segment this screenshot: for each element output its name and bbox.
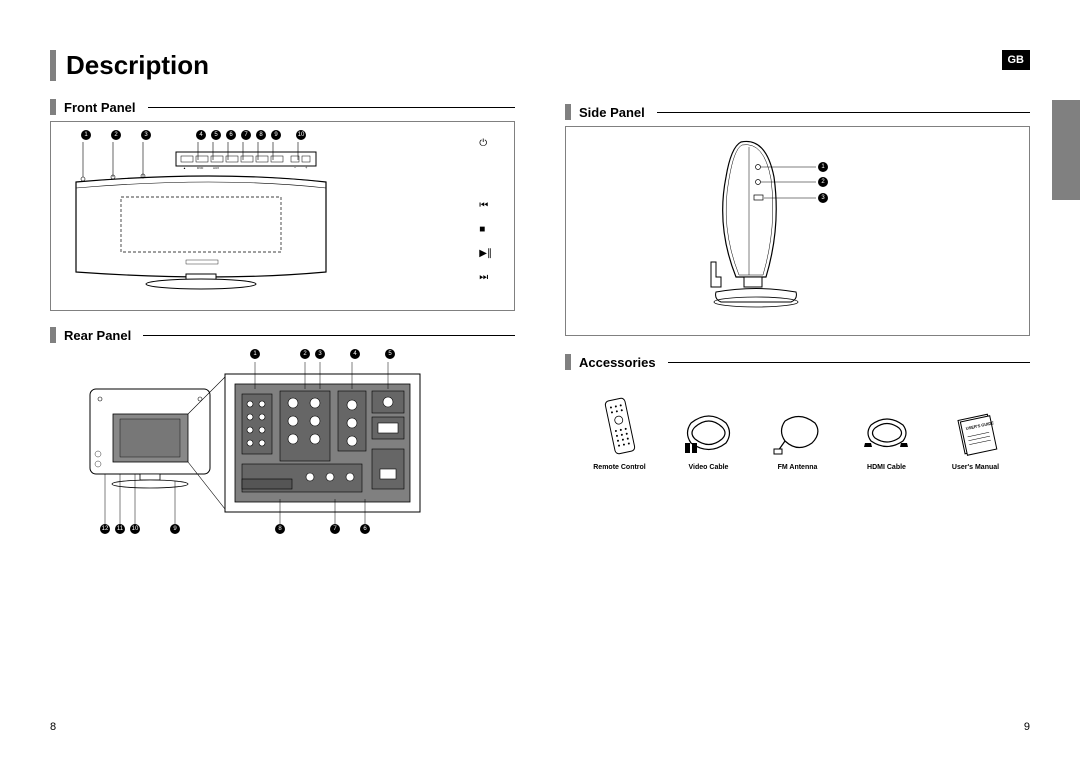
power-icon: ⏻ — [479, 132, 492, 156]
play-pause-icon: ▶∥ — [479, 242, 492, 266]
front-device-drawing: ▲ DVD AUX − + — [66, 142, 366, 302]
callout-s2: 2 — [818, 177, 828, 187]
section-rule — [148, 107, 515, 108]
section-header-side: Side Panel — [565, 104, 1030, 120]
svg-text:DVD: DVD — [197, 166, 204, 170]
left-page: Description Front Panel 1 2 3 4 5 6 7 8 … — [50, 50, 540, 723]
callout-r3: 3 — [315, 349, 325, 359]
prev-icon: ⏮ — [479, 194, 492, 218]
fm-antenna-icon — [770, 411, 825, 456]
section-header-rear: Rear Panel — [50, 327, 515, 343]
side-device-drawing — [566, 127, 986, 327]
callout-5: 5 — [211, 130, 221, 140]
stop-icon: ■ — [479, 218, 492, 242]
side-panel-diagram: 1 2 3 — [565, 126, 1030, 336]
section-header-accessories: Accessories — [565, 354, 1030, 370]
right-page: GB Side Panel — [540, 50, 1030, 723]
callout-r2: 2 — [300, 349, 310, 359]
section-bar — [565, 354, 571, 370]
accessory-hdmi-cable: HDMI Cable — [842, 411, 931, 471]
accessory-label: HDMI Cable — [867, 464, 906, 471]
front-symbol-legend: ⏻ ⏮ ■ ▶∥ ⏭ — [479, 132, 492, 290]
svg-text:▲: ▲ — [183, 166, 186, 170]
hdmi-cable-icon — [859, 411, 914, 456]
callout-9: 9 — [271, 130, 281, 140]
callout-7: 7 — [241, 130, 251, 140]
callout-r4: 4 — [350, 349, 360, 359]
callout-10: 10 — [296, 130, 306, 140]
section-bar — [50, 99, 56, 115]
accessory-label: Video Cable — [689, 464, 729, 471]
side-tab — [1052, 100, 1080, 200]
callout-s1: 1 — [818, 162, 828, 172]
callout-2: 2 — [111, 130, 121, 140]
section-label-side: Side Panel — [579, 105, 645, 120]
accessory-label: User's Manual — [952, 464, 999, 471]
callout-s3: 3 — [818, 193, 828, 203]
accessory-label: FM Antenna — [778, 464, 818, 471]
next-icon: ⏭ — [479, 266, 492, 290]
remote-icon — [600, 396, 640, 456]
accessory-remote: Remote Control — [575, 396, 664, 471]
section-label-accessories: Accessories — [579, 355, 656, 370]
accessory-manual: USER'S GUIDE User's Manual — [931, 411, 1020, 471]
section-header-front: Front Panel — [50, 99, 515, 115]
callout-1: 1 — [81, 130, 91, 140]
section-rule — [668, 362, 1030, 363]
section-label-front: Front Panel — [64, 100, 136, 115]
section-rule — [143, 335, 515, 336]
callout-r1: 1 — [250, 349, 260, 359]
callout-8: 8 — [256, 130, 266, 140]
svg-text:AUX: AUX — [213, 166, 219, 170]
accessory-fm-antenna: FM Antenna — [753, 411, 842, 471]
accessory-label: Remote Control — [593, 464, 646, 471]
callout-6: 6 — [226, 130, 236, 140]
rear-device-drawing — [50, 359, 450, 539]
front-panel-diagram: 1 2 3 4 5 6 7 8 9 10 — [50, 121, 515, 311]
page-number-right: 9 — [1024, 721, 1030, 733]
section-label-rear: Rear Panel — [64, 328, 131, 343]
section-bar — [50, 327, 56, 343]
manual-icon: USER'S GUIDE — [951, 411, 1001, 456]
callout-r5: 5 — [385, 349, 395, 359]
video-cable-icon — [681, 411, 736, 456]
language-badge: GB — [1002, 50, 1031, 70]
page-number-left: 8 — [50, 721, 56, 733]
accessory-video-cable: Video Cable — [664, 411, 753, 471]
section-bar — [565, 104, 571, 120]
accessories-row: Remote Control Video Cable FM — [565, 376, 1030, 471]
page-title: Description — [50, 50, 515, 81]
callout-4: 4 — [196, 130, 206, 140]
callout-3: 3 — [141, 130, 151, 140]
section-rule — [657, 112, 1030, 113]
rear-panel-diagram: 1 2 3 4 5 12 11 10 9 8 7 6 — [50, 349, 515, 549]
